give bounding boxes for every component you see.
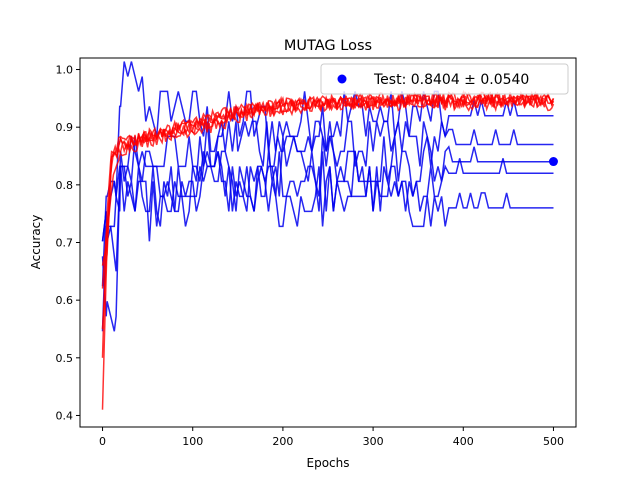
legend-box — [320, 63, 569, 95]
y-tick-label-0.7: 0.7 — [56, 237, 74, 250]
validation-line-4 — [101, 151, 554, 287]
y-tick-label-1: 1.0 — [56, 64, 74, 77]
validation-line-3 — [101, 136, 554, 272]
x-tick-label-200: 200 — [272, 435, 293, 448]
x-axis: 0 100 200 300 400 500 — [99, 427, 564, 448]
chart-title: MUTAG Loss — [284, 38, 372, 54]
x-tick-label-300: 300 — [363, 435, 384, 448]
legend-label: Test: 0.8404 ± 0.0540 — [373, 72, 529, 88]
y-tick-label-0.8: 0.8 — [56, 179, 74, 192]
x-tick-label-500: 500 — [543, 435, 564, 448]
validation-line-5 — [101, 150, 554, 242]
series-layer — [101, 61, 558, 410]
legend-marker — [337, 74, 347, 84]
validation-line-1 — [101, 61, 554, 332]
x-tick-label-400: 400 — [453, 435, 474, 448]
y-axis-label: Accuracy — [29, 215, 43, 270]
train-line-5 — [101, 89, 554, 330]
test-point — [548, 157, 558, 167]
legend: Test: 0.8404 ± 0.0540 — [320, 63, 569, 95]
y-axis: 0.4 0.5 0.6 0.7 0.8 0.9 1.0 — [56, 64, 80, 422]
y-tick-label-0.4: 0.4 — [56, 409, 74, 422]
x-axis-label: Epochs — [307, 456, 350, 470]
x-tick-label-100: 100 — [182, 435, 203, 448]
y-tick-label-0.6: 0.6 — [56, 294, 74, 307]
x-tick-label-0: 0 — [99, 435, 106, 448]
y-tick-label-0.9: 0.9 — [56, 121, 74, 134]
y-tick-label-0.5: 0.5 — [56, 352, 74, 365]
